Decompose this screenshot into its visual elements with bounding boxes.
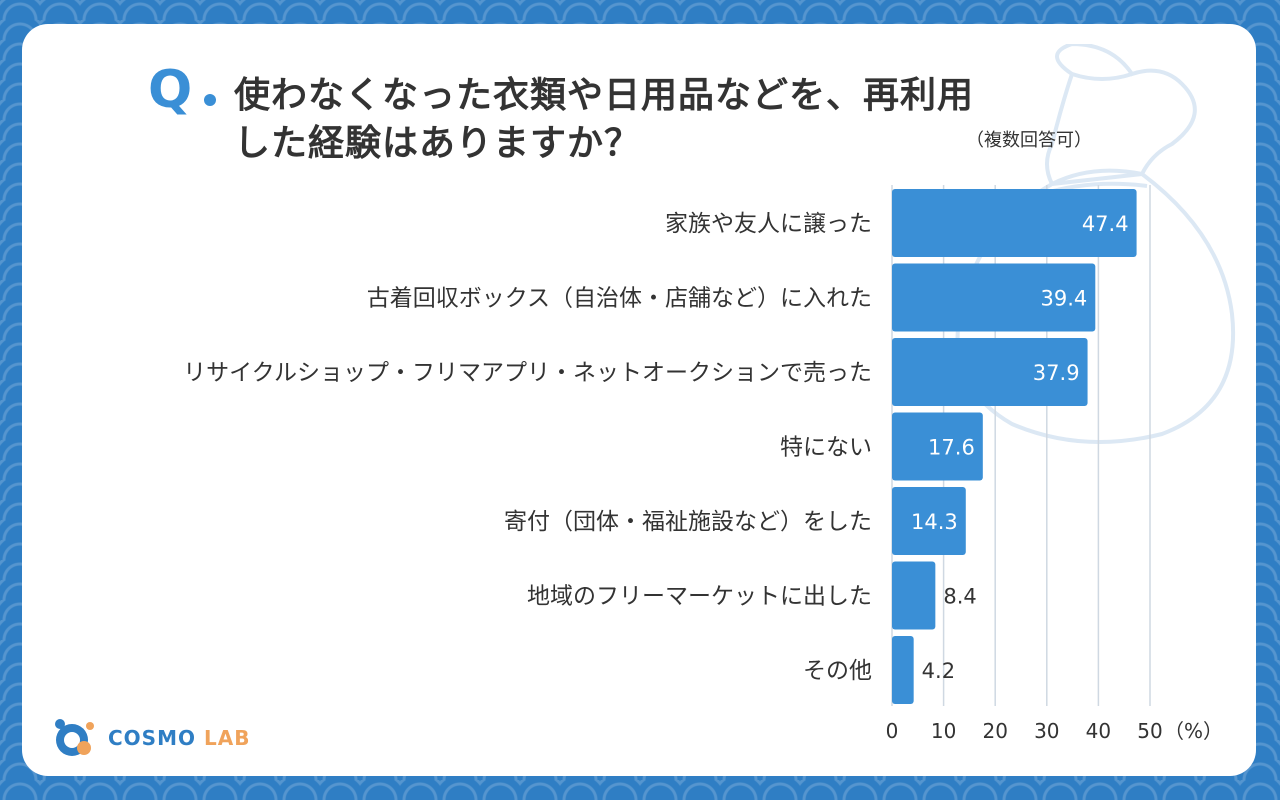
- category-label: 家族や友人に譲った: [665, 211, 872, 237]
- question-title-line-1: 使わなくなった衣類や日用品などを、再利用: [234, 75, 975, 116]
- value-labels: 47.4 39.4 37.9 17.6 14.3 8.4 4.2: [911, 212, 1129, 683]
- category-label: 寄付（団体・福祉施設など）をした: [504, 509, 872, 535]
- x-tick-label: 10: [931, 719, 956, 743]
- logo-text: COSMO LAB: [108, 726, 250, 750]
- value-label: 8.4: [943, 585, 976, 609]
- value-label: 17.6: [928, 436, 975, 460]
- x-tick-label: 40: [1086, 719, 1111, 743]
- category-label: リサイクルショップ・フリマアプリ・ネットオークションで売った: [183, 360, 872, 386]
- bars: [892, 189, 1137, 704]
- bar: [892, 263, 1096, 332]
- bar: [892, 189, 1137, 257]
- x-tick-label: 30: [1034, 719, 1059, 743]
- question-title-line-2: した経験はありますか？: [234, 123, 642, 164]
- bar: [892, 636, 914, 704]
- x-axis-unit: （%）: [1164, 719, 1223, 743]
- x-tick-label: 0: [886, 719, 899, 743]
- category-label: 特にない: [780, 435, 872, 461]
- question-dot: [204, 94, 216, 106]
- bar: [892, 561, 936, 630]
- cosmo-lab-logo-icon: [55, 719, 94, 756]
- category-label: その他: [803, 658, 872, 684]
- bar: [892, 338, 1088, 406]
- logo-name: COSMO: [108, 726, 196, 750]
- survey-card: Q 使わなくなった衣類や日用品などを、再利用 した経験はありますか？ （複数回答…: [22, 24, 1256, 776]
- category-label: 古着回収ボックス（自治体・店舗など）に入れた: [367, 286, 872, 312]
- x-tick-label: 20: [982, 719, 1007, 743]
- value-label: 39.4: [1041, 287, 1088, 311]
- bar: [892, 412, 983, 481]
- value-label: 14.3: [911, 510, 958, 534]
- multiple-answer-note: （複数回答可）: [966, 130, 1092, 151]
- bar: [892, 487, 966, 555]
- value-label: 4.2: [922, 659, 955, 683]
- value-label: 47.4: [1082, 212, 1129, 236]
- bar-chart: 家族や友人に譲った古着回収ボックス（自治体・店舗など）に入れたリサイクルショップ…: [183, 185, 1223, 743]
- value-label: 37.9: [1033, 361, 1080, 385]
- x-tick-label: 50: [1137, 719, 1162, 743]
- question-mark-letter: Q: [148, 60, 193, 120]
- logo-suffix: LAB: [203, 726, 251, 750]
- x-axis-ticks: 0 10 20 30 40 50 （%）: [886, 719, 1223, 743]
- category-label: 地域のフリーマーケットに出した: [527, 584, 872, 610]
- category-labels: 家族や友人に譲った古着回収ボックス（自治体・店舗など）に入れたリサイクルショップ…: [183, 211, 872, 684]
